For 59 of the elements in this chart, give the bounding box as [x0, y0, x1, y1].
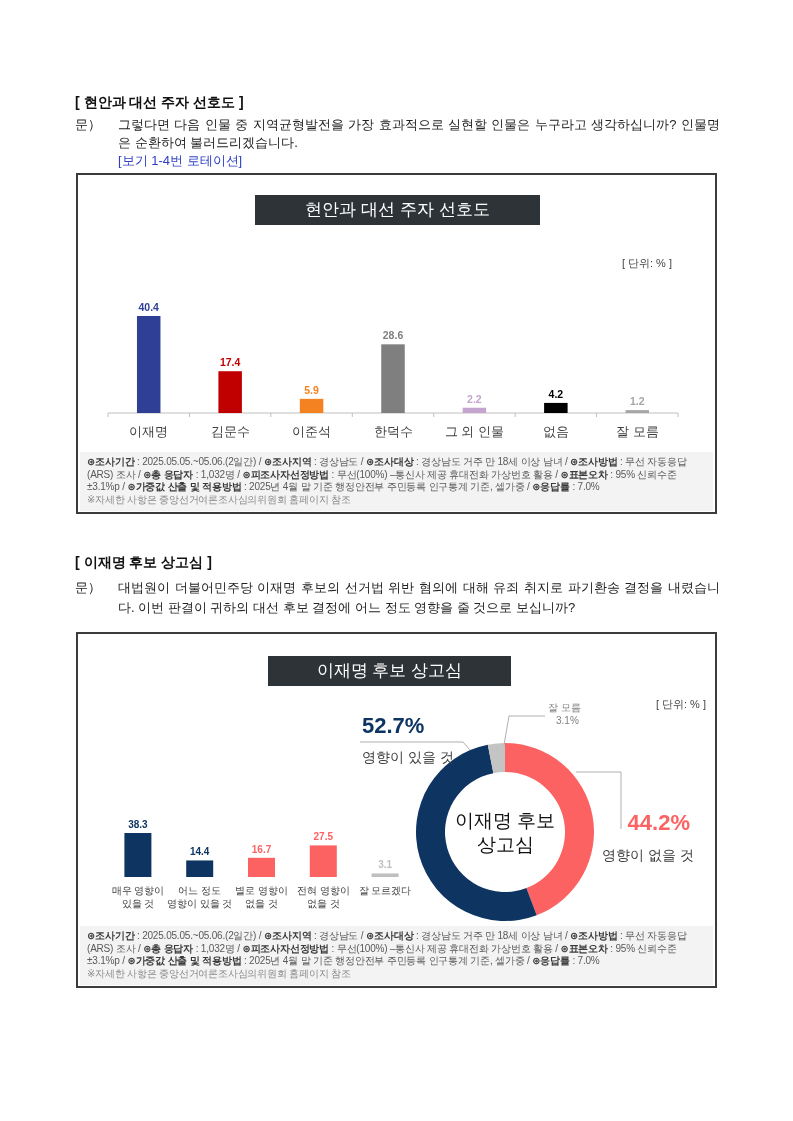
- chart-subtitle: 대법원이 더불어민주당 이재명 후보의 선거법 위반 혐의에 대해 유죄 취지로 파기환송 결정을 내렸습니다. 이번 판결이 귀하의 대선 후보 결정에 어느 정도 영향을 줄 것으로 보십니까?: [118, 579, 720, 617]
- x-tick-label: 이준석: [292, 425, 332, 439]
- text: ※자세한 사항은 중앙선거여론조사심의위원회 홈페이지 참조: [87, 967, 352, 980]
- bar: [625, 410, 650, 413]
- chart-title: 이재명 후보 상고심: [268, 656, 511, 686]
- x-tick-label: 그 외 인물: [444, 425, 504, 439]
- x-tick-label: 잘 모르겠다: [358, 885, 412, 896]
- x-tick-label: 한덕수: [373, 425, 413, 439]
- data-label: 5.9: [304, 383, 320, 396]
- donut-slice: [487, 743, 505, 774]
- x-tick-label: 김문수: [210, 425, 250, 439]
- x-tick-label: 이재명: [129, 425, 169, 439]
- data-label: 27.5: [313, 831, 334, 843]
- bar: [299, 398, 324, 413]
- bar: [218, 371, 242, 413]
- text: [ 현안과 대선 주자 선호도 ]: [75, 93, 244, 111]
- data-label: 52.7%: [362, 713, 425, 738]
- data-label: 38.3: [128, 819, 149, 830]
- bar: [381, 344, 405, 413]
- text: [ 이재명 후보 상고심 ]: [75, 553, 212, 571]
- bar: [248, 857, 275, 877]
- chart-subtitle: 그렇다면 다음 인물 중 지역균형발전을 가장 효과적으로 실현할 인물은 누구라고 생각하십니까? 인물명은 순환하여 불러드리겠습니다.: [118, 116, 720, 152]
- bar: [309, 845, 337, 877]
- x-tick-label: 전혀 영향이 없을 것: [296, 885, 350, 909]
- data-label: 3.1%: [556, 715, 579, 726]
- data-label: 40.4: [138, 301, 160, 313]
- data-label: 28.6: [382, 329, 404, 342]
- data-label: 16.7: [251, 843, 272, 855]
- data-label: 44.2%: [627, 810, 690, 835]
- data-label: 4.2: [548, 387, 564, 400]
- bar: [371, 873, 399, 877]
- x-tick-label: 어느 정도 영향이 있을 것: [166, 885, 233, 909]
- data-label: 3.1: [378, 859, 393, 871]
- text: [ 단위: % ]: [621, 256, 672, 270]
- slice-label: 영향이 없을 것: [602, 847, 694, 863]
- x-tick-label: 별로 영향이 없을 것: [235, 885, 288, 909]
- slice-label: 잘 모름: [548, 702, 581, 713]
- x-tick-label: 매우 영향이 있을 것: [111, 885, 165, 909]
- bar: [136, 316, 161, 413]
- data-label: 17.4: [219, 356, 241, 369]
- x-tick-label: 없음: [542, 425, 569, 439]
- text: ⊛조사기간 : 2025.05.05.~05.06.(2일간) / ⊛조사지역 : 경상남도 / ⊛조사대상 : 경상남도 거주 만 18세 이상 남녀 / ⊛조사방법 : 무선 자동응답(ARS) 조사 / ⊛총 응답자 : 1,032명 / ⊛피조사자선정방법 : 무선(100%) –통신사 제공 휴대전화 가상번호 활용 / ⊛표본오차 : 95% 신뢰수준 ±3.1%p / ⊛가중값 산출 및 적용방법 : 2025년 4월 말 기준 행정안전부 주민등록 인구통계 기준, 셀가중 / ⊛응답률 : 7.0%: [87, 456, 687, 492]
- text: ※자세한 사항은 중앙선거여론조사심의위원회 홈페이지 참조: [87, 493, 352, 506]
- text: 문）: [75, 116, 101, 134]
- bar: [124, 833, 152, 877]
- text: [보기 1-4번 로테이션]: [118, 152, 243, 170]
- data-label: 14.4: [189, 846, 210, 858]
- data-label: 1.2: [629, 395, 645, 408]
- text: 문）: [75, 579, 101, 597]
- bar: [186, 860, 214, 877]
- bar: [462, 407, 487, 413]
- slice-label: 영향이 있을 것: [362, 749, 454, 765]
- text: ⊛조사기간 : 2025.05.05.~05.06.(2일간) / ⊛조사지역 : 경상남도 / ⊛조사대상 : 경상남도 거주 만 18세 이상 남녀 / ⊛조사방법 : 무선 자동응답(ARS) 조사 / ⊛총 응답자 : 1,032명 / ⊛피조사자선정방법 : 무선(100%) –통신사 제공 휴대전화 가상번호 활용 / ⊛표본오차 : 95% 신뢰수준 ±3.1%p / ⊛가중값 산출 및 적용방법 : 2025년 4월 말 기준 행정안전부 주민등록 인구통계 기준, 셀가중 / ⊛응답률 : 7.0%: [87, 930, 687, 966]
- text: 이재명 후보 상고심: [454, 810, 556, 855]
- chart-title: 현안과 대선 주자 선호도: [255, 195, 540, 225]
- text: [ 단위: % ]: [655, 697, 706, 711]
- x-tick-label: 잘 모름: [616, 425, 659, 439]
- data-label: 2.2: [467, 392, 482, 405]
- bar: [544, 402, 568, 413]
